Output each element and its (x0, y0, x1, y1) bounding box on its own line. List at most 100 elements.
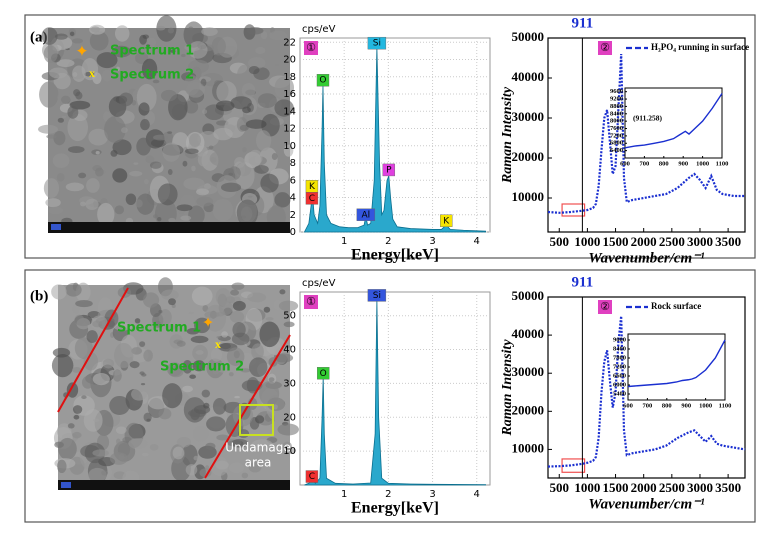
inset-frame (624, 87, 723, 159)
sem-texture (259, 321, 280, 348)
panel-label: (b) (30, 288, 48, 304)
sem-texture (191, 165, 196, 172)
x-tick-label: 3 (429, 489, 435, 500)
sem-texture (168, 94, 188, 121)
spectrum-marker: x (89, 66, 95, 80)
sem-texture (201, 389, 211, 398)
sem-texture (129, 170, 143, 177)
y-tick-label: 20 (283, 55, 296, 66)
spectrum-line (547, 315, 746, 468)
sem-info-bar (48, 222, 290, 233)
x-tick-label: 3 (429, 236, 435, 247)
sem-texture (176, 340, 186, 347)
sem-texture (43, 178, 60, 199)
y-tick-label: 6 (290, 175, 296, 186)
x-tick-label: 4 (474, 489, 480, 500)
y-tick-label: 6000 (613, 381, 626, 388)
sem-texture (97, 202, 115, 226)
sem-texture (143, 412, 152, 422)
sem-texture (86, 330, 98, 343)
y-unit: cps/eV (302, 24, 336, 35)
sem-texture (57, 459, 67, 474)
sem-texture (92, 72, 102, 85)
y-tick-label: 40000 (512, 326, 545, 341)
sem-texture (184, 100, 199, 114)
x-tick-label: 3500 (715, 234, 741, 249)
sem-texture (274, 76, 295, 99)
sem-texture (136, 137, 151, 156)
sem-texture (229, 310, 245, 323)
sem-texture (185, 148, 199, 155)
sem-texture (149, 443, 159, 451)
sem-texture (269, 30, 288, 41)
sem-texture (147, 37, 156, 48)
x-axis-label: Wavenumber/cm⁻¹ (588, 250, 704, 266)
x-tick-label: 1500 (603, 480, 629, 495)
y-axis-label: Raman Intensity (500, 86, 515, 184)
inset-line (624, 93, 723, 149)
x-tick-label: 900 (678, 160, 688, 167)
sem-texture (248, 462, 262, 473)
panel-tag: ② (600, 42, 610, 54)
sem-texture (226, 347, 245, 366)
y-tick-label: 50 (283, 311, 296, 322)
sem-texture (210, 347, 222, 362)
x-tick-label: 2000 (631, 234, 657, 249)
annotation: Undamage (225, 441, 290, 455)
y-tick-label: 2 (290, 210, 296, 221)
sem-texture (274, 192, 291, 208)
sem-texture (211, 37, 226, 56)
sem-texture (167, 169, 173, 175)
sem-texture (139, 371, 145, 375)
sem-texture (152, 79, 160, 84)
sem-texture (57, 91, 72, 104)
sem-texture (167, 131, 173, 134)
sem-texture (101, 470, 109, 476)
sem-texture (71, 367, 82, 373)
sem-texture (51, 353, 74, 378)
sem-texture (92, 372, 110, 386)
sem-texture (41, 27, 58, 45)
panel-tag-box (304, 41, 318, 55)
sem-texture (212, 198, 234, 222)
y-tick-label: 30000 (512, 109, 545, 124)
x-tick-label: 3000 (687, 480, 713, 495)
sem-texture (239, 124, 249, 131)
sem-texture (278, 300, 299, 312)
sem-image: ✦ x Spectrum 1 Spectrum 2 (38, 15, 295, 233)
sem-texture (79, 201, 86, 207)
legend-label: Rock surface (651, 301, 701, 311)
sem-texture (189, 374, 196, 379)
sem-texture (129, 361, 140, 369)
y-axis-label: Raman Intensity (500, 339, 515, 437)
sem-texture (274, 99, 294, 117)
spectrum-line (547, 53, 745, 214)
panel-frame (24, 14, 756, 259)
sem-texture (115, 66, 120, 72)
y-tick-label: 4 (290, 193, 296, 204)
sem-texture (221, 331, 228, 338)
plot-area (299, 291, 491, 486)
sem-texture (246, 27, 264, 35)
sem-texture (193, 455, 199, 461)
sem-texture (176, 436, 192, 448)
x-tick-label: 800 (662, 402, 672, 409)
sem-texture (67, 423, 75, 429)
sem-texture (271, 152, 278, 160)
sem-texture (149, 161, 162, 169)
sem-texture (234, 162, 255, 190)
sem-texture (167, 27, 175, 34)
sem-texture (168, 298, 176, 306)
sem-texture (274, 64, 279, 67)
sem-texture (192, 360, 206, 372)
sem-texture (182, 360, 193, 374)
y-tick-label: 0 (290, 227, 296, 238)
sem-texture (283, 321, 295, 328)
y-tick-label: 40000 (512, 69, 545, 84)
sem-texture (72, 431, 82, 439)
x-tick-label: 3500 (715, 480, 741, 495)
sem-texture (176, 204, 193, 212)
sem-texture (231, 282, 245, 290)
sem-texture (247, 292, 267, 303)
